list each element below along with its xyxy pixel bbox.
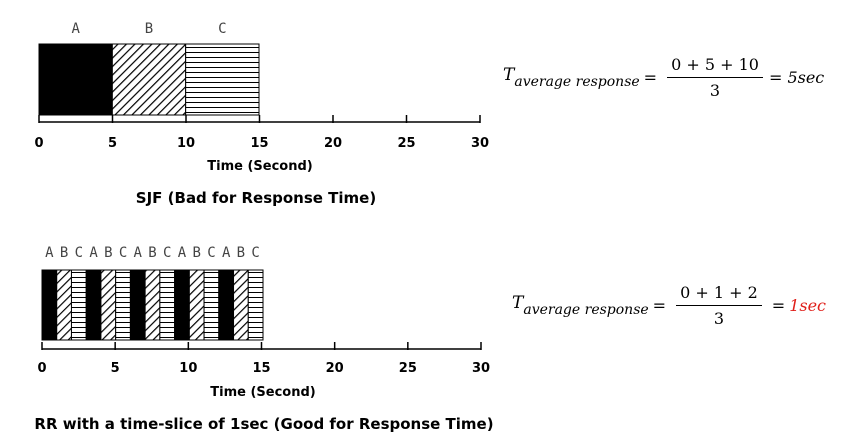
sjf-formula-lhs: Taverage response — [503, 65, 640, 90]
axis-tick-label: 25 — [399, 361, 417, 376]
sjf-job-labels: A B C — [71, 21, 226, 37]
axis-tick-label: 5 — [111, 361, 120, 376]
sjf-formula-fraction: 0 + 5 + 10 3 — [667, 55, 763, 100]
axis-tick-label: 30 — [472, 361, 490, 376]
sjf-block-a — [38, 43, 113, 116]
rr-job-label: A — [45, 245, 54, 261]
rr-job-label: A — [178, 245, 187, 261]
rr-formula: Taverage response = 0 + 1 + 2 3 = 1sec — [512, 283, 827, 328]
axis-tick-label: 15 — [252, 361, 270, 376]
rr-gantt-bar — [41, 269, 264, 341]
axis-tick-label: 0 — [37, 361, 46, 376]
rr-job-label: C — [251, 245, 259, 261]
rr-job-label: A — [134, 245, 143, 261]
rr-slice — [85, 269, 102, 341]
axis-tick-label: 10 — [179, 361, 197, 376]
axis-tick-label: 20 — [326, 361, 344, 376]
rr-axis-title: Time (Second) — [210, 385, 315, 400]
sjf-job-label: B — [145, 21, 153, 37]
axis-tick-label: 0 — [34, 136, 43, 151]
rr-formula-result: 1sec — [789, 296, 827, 315]
rr-job-label: B — [237, 245, 245, 261]
rr-job-label: B — [148, 245, 156, 261]
axis-tick-label: 5 — [108, 136, 117, 151]
rr-job-label: C — [207, 245, 215, 261]
sjf-block-c — [185, 43, 260, 116]
rr-formula-equals: = — [771, 296, 786, 315]
rr-slice — [174, 269, 190, 341]
axis-tick-label: 10 — [177, 136, 195, 151]
sjf-formula-numerator: 0 + 5 + 10 — [667, 55, 763, 78]
rr-slice — [159, 269, 176, 341]
sjf-job-label: A — [71, 21, 80, 37]
rr-slice — [188, 269, 205, 341]
sjf-caption: SJF (Bad for Response Time) — [136, 189, 376, 207]
axis-tick-label: 20 — [324, 136, 342, 151]
rr-job-label: C — [119, 245, 127, 261]
axis-tick-label: 30 — [471, 136, 489, 151]
rr-time-axis: 0 5 10 15 20 25 30 — [37, 342, 490, 376]
sjf-formula: Taverage response = 0 + 5 + 10 3 = 5sec — [503, 55, 825, 100]
rr-job-label: C — [75, 245, 83, 261]
sjf-formula-result: = 5sec — [768, 68, 825, 87]
rr-slice — [247, 269, 264, 341]
rr-slice — [129, 269, 146, 341]
rr-job-label: B — [192, 245, 200, 261]
rr-slice — [41, 269, 58, 341]
rr-slice — [100, 269, 117, 341]
sjf-axis-title: Time (Second) — [207, 159, 312, 174]
rr-job-label: A — [89, 245, 98, 261]
rr-slice — [144, 269, 161, 341]
sjf-block-b — [111, 43, 187, 116]
axis-tick-label: 15 — [250, 136, 268, 151]
rr-job-label: B — [60, 245, 68, 261]
rr-formula-denominator: 3 — [713, 309, 725, 328]
rr-formula-numerator: 0 + 1 + 2 — [676, 283, 762, 306]
rr-job-label: B — [104, 245, 112, 261]
sjf-gantt-bar — [38, 43, 260, 116]
rr-slice — [233, 269, 249, 341]
rr-formula-lhs: Taverage response — [512, 293, 649, 318]
rr-slice — [203, 269, 220, 341]
sjf-time-axis: 0 5 10 15 20 25 30 — [34, 115, 489, 151]
sjf-job-label: C — [218, 21, 226, 37]
rr-job-label: A — [222, 245, 231, 261]
rr-formula-fraction: 0 + 1 + 2 3 — [676, 283, 762, 328]
rr-caption: RR with a time-slice of 1sec (Good for R… — [34, 415, 493, 433]
rr-slice — [70, 269, 87, 341]
rr-slice — [218, 269, 235, 341]
axis-tick-label: 25 — [397, 136, 415, 151]
sjf-formula-denominator: 3 — [709, 81, 721, 100]
rr-slice — [115, 269, 131, 341]
rr-job-label: C — [163, 245, 171, 261]
rr-slice — [56, 269, 72, 341]
